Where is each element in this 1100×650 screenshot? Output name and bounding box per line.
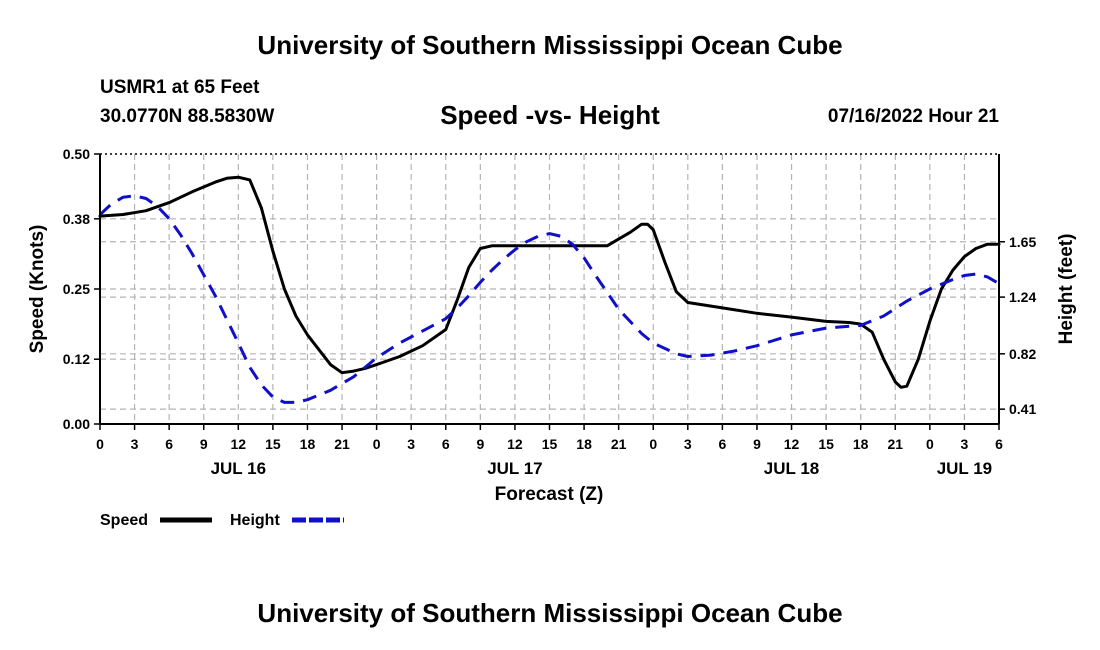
- x-tick-label: 12: [507, 436, 523, 452]
- x-tick-label: 0: [373, 436, 381, 452]
- forecast-datetime: 07/16/2022 Hour 21: [827, 106, 999, 127]
- footer-title: University of Southern Mississippi Ocean…: [257, 598, 843, 628]
- station-coordinates: 30.0770N 88.5830W: [100, 106, 275, 127]
- y-tick-label: 0.38: [63, 211, 90, 227]
- date-label: JUL 18: [764, 459, 819, 478]
- x-tick-label: 21: [334, 436, 350, 452]
- x-tick-label: 21: [887, 436, 903, 452]
- date-label: JUL 16: [211, 459, 266, 478]
- x-tick-label: 12: [231, 436, 247, 452]
- x-tick-label: 15: [265, 436, 281, 452]
- x-axis-title: Forecast (Z): [495, 484, 604, 505]
- y-tick-label: 0.00: [63, 416, 90, 432]
- speed-series-line: [98, 175, 1001, 389]
- y2-tick-label: 0.82: [1009, 346, 1036, 362]
- y-tick-label: 0.50: [63, 146, 90, 162]
- legend: Speed Height: [100, 512, 344, 529]
- x-tick-label: 9: [200, 436, 208, 452]
- x-tick-label: 18: [300, 436, 316, 452]
- date-label: JUL 19: [937, 459, 992, 478]
- series-layer: [98, 175, 1001, 404]
- x-tick-label: 18: [853, 436, 869, 452]
- y2-axis-title: Height (feet): [1056, 234, 1077, 345]
- x-tick-label: 6: [165, 436, 173, 452]
- x-tick-label: 0: [96, 436, 104, 452]
- x-tick-label: 3: [684, 436, 692, 452]
- x-tick-label: 3: [131, 436, 139, 452]
- y-tick-label: 0.25: [63, 281, 90, 297]
- x-tick-label: 18: [576, 436, 592, 452]
- y-tick-label: 0.12: [63, 351, 90, 367]
- x-tick-label: 0: [649, 436, 657, 452]
- station-label: USMR1 at 65 Feet: [100, 77, 260, 98]
- date-label: JUL 17: [487, 459, 542, 478]
- legend-label-height: Height: [230, 512, 280, 529]
- x-tick-label: 21: [611, 436, 627, 452]
- x-tick-label: 9: [753, 436, 761, 452]
- x-tick-label: 3: [407, 436, 415, 452]
- y2-tick-label: 0.41: [1009, 401, 1036, 417]
- x-tick-label: 6: [718, 436, 726, 452]
- axis-layer: 0 3 6 9 12 15 18 21 0 3 6 9 12 15 18 21 0 3 6 9 12 15 18 21 0 3 6J…: [63, 146, 1037, 478]
- x-tick-label: 3: [961, 436, 969, 452]
- y-axis-title: Speed (Knots): [27, 225, 48, 354]
- x-tick-label: 9: [476, 436, 484, 452]
- x-tick-label: 0: [926, 436, 934, 452]
- height-series-line: [98, 194, 1000, 404]
- x-tick-label: 15: [542, 436, 558, 452]
- x-tick-label: 15: [818, 436, 834, 452]
- legend-label-speed: Speed: [100, 512, 148, 529]
- chart-subtitle: Speed -vs- Height: [440, 100, 660, 130]
- page-title: University of Southern Mississippi Ocean…: [257, 30, 843, 60]
- grid-layer: [100, 153, 999, 424]
- x-tick-label: 6: [995, 436, 1003, 452]
- y2-tick-label: 1.24: [1009, 289, 1036, 305]
- y2-tick-label: 1.65: [1009, 234, 1036, 250]
- x-tick-label: 6: [442, 436, 450, 452]
- x-tick-label: 12: [784, 436, 800, 452]
